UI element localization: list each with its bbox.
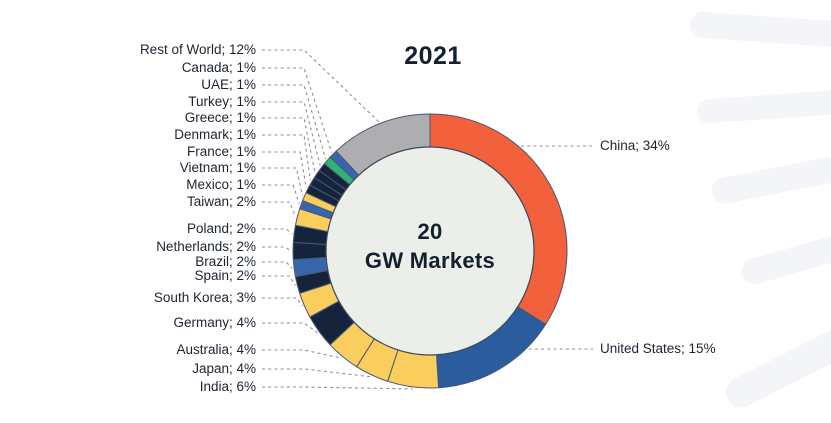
leader-canada [262, 67, 333, 153]
callout-netherlands: Netherlands; 2% [156, 239, 256, 254]
callout-mexico: Mexico; 1% [186, 177, 256, 192]
callout-canada: Canada; 1% [181, 60, 256, 75]
callout-brazil: Brazil; 2% [195, 254, 256, 269]
callout-india: India; 6% [199, 379, 256, 394]
callout-spain: Spain; 2% [194, 268, 256, 283]
callout-france: France; 1% [186, 144, 256, 159]
segment-netherlands [292, 241, 327, 261]
callout-rest-of-world: Rest of World; 12% [139, 42, 256, 57]
leader-australia [262, 349, 342, 359]
callout-greece: Greece; 1% [184, 110, 256, 125]
leader-france [262, 151, 307, 188]
callout-vietnam: Vietnam; 1% [179, 160, 256, 175]
leader-mexico [262, 184, 300, 205]
callout-germany: Germany; 4% [173, 315, 256, 330]
callout-taiwan: Taiwan; 2% [186, 194, 256, 209]
leader-spain [262, 275, 296, 286]
leader-brazil [262, 261, 293, 269]
leader-vietnam [262, 167, 303, 196]
leader-netherlands [262, 246, 292, 252]
callout-poland: Poland; 2% [186, 221, 256, 236]
leader-south-korea [262, 297, 303, 307]
leader-greece [262, 117, 316, 174]
callout-turkey: Turkey; 1% [188, 94, 256, 109]
leader-rest-of-world [262, 49, 380, 123]
chart-title: 2021 [404, 42, 462, 70]
callout-denmark: Denmark; 1% [174, 127, 256, 142]
leader-japan [262, 368, 371, 378]
donut-center-line1: 20 [417, 219, 443, 244]
leader-poland [262, 228, 293, 235]
callout-uae: UAE; 1% [201, 77, 256, 92]
callout-australia: Australia; 4% [176, 342, 256, 357]
leader-turkey [262, 101, 321, 166]
callout-united-states: United States; 15% [600, 341, 716, 356]
leader-germany [262, 322, 318, 334]
donut-inner-disc [325, 146, 535, 356]
donut-center-line2: GW Markets [364, 248, 496, 273]
leader-denmark [262, 134, 311, 181]
leader-india [262, 386, 413, 390]
leader-uae [262, 84, 327, 160]
leader-taiwan [262, 201, 296, 217]
callout-japan: Japan; 4% [192, 361, 256, 376]
donut-center-label: 20 GW Markets [330, 217, 530, 275]
callout-south-korea: South Korea; 3% [153, 290, 256, 305]
callout-china: China; 34% [600, 138, 670, 153]
